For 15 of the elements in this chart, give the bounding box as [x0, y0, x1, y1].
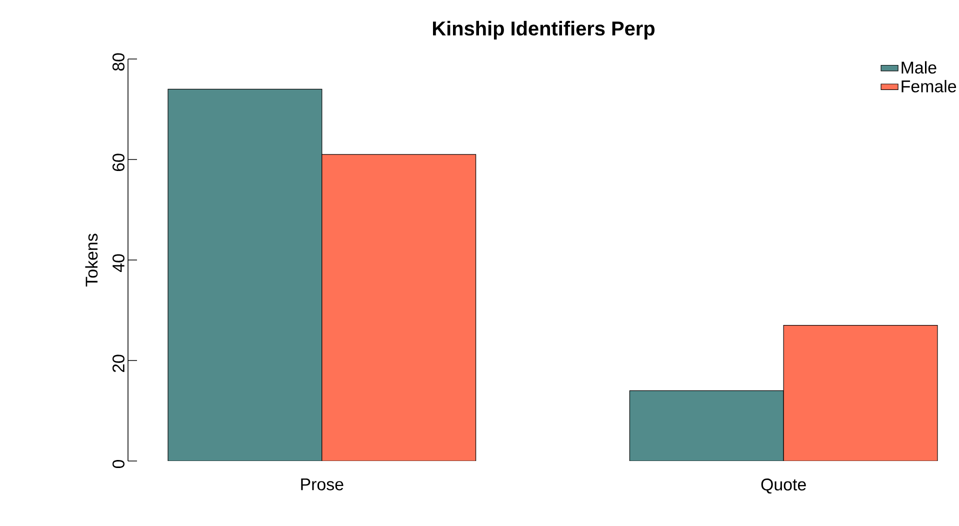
legend-label: Female: [902, 80, 956, 92]
y-tick-label: 40: [112, 254, 124, 272]
y-tick-label: 60: [112, 154, 124, 172]
y-tick-label: 0: [112, 460, 124, 468]
legend-label: Male: [902, 61, 936, 74]
bar: [783, 325, 938, 461]
y-tick-label: 20: [112, 354, 124, 372]
chart-title: Kinship Identifiers Perp: [433, 20, 655, 40]
x-tick-label: Quote: [761, 478, 806, 494]
x-tick-label: Prose: [301, 478, 344, 490]
bar: [322, 154, 476, 461]
y-axis-title: Tokens: [85, 234, 98, 286]
bar: [629, 390, 784, 461]
y-tick-label: 80: [112, 53, 124, 71]
bar: [168, 88, 322, 461]
